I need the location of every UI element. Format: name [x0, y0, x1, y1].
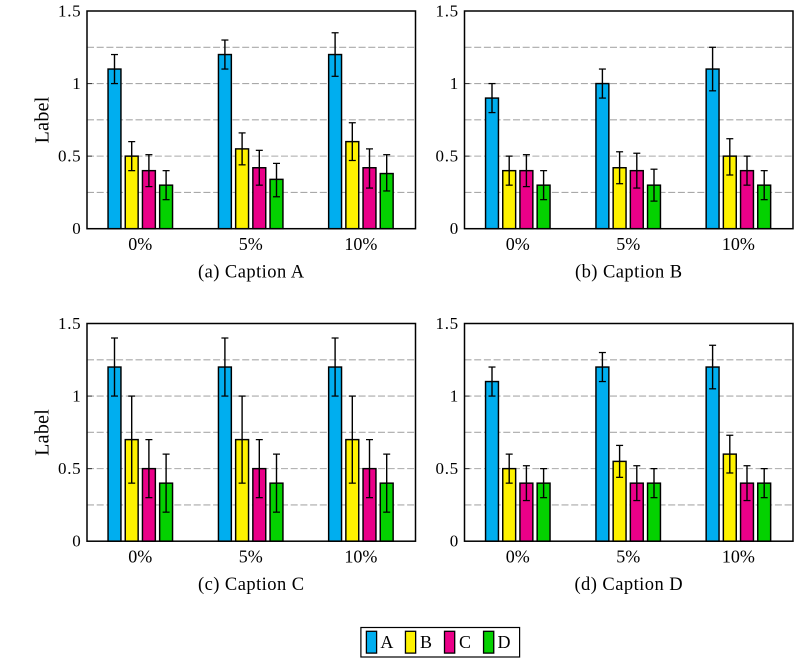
svg-text:0.5: 0.5 — [58, 459, 81, 478]
svg-text:10%: 10% — [722, 234, 755, 254]
svg-text:(d) Caption D: (d) Caption D — [574, 575, 683, 595]
svg-text:0: 0 — [72, 532, 81, 551]
svg-text:Label: Label — [31, 96, 53, 143]
svg-text:5%: 5% — [616, 547, 640, 567]
svg-text:10%: 10% — [344, 547, 377, 567]
svg-text:D: D — [498, 632, 511, 652]
svg-text:Label: Label — [31, 409, 53, 456]
svg-text:(b) Caption B: (b) Caption B — [575, 262, 683, 282]
svg-text:1.5: 1.5 — [436, 314, 459, 333]
svg-text:1.5: 1.5 — [58, 2, 81, 21]
svg-text:0.5: 0.5 — [436, 147, 459, 166]
svg-text:5%: 5% — [239, 234, 263, 254]
svg-text:1: 1 — [72, 387, 81, 406]
svg-text:0: 0 — [72, 219, 81, 238]
svg-text:1: 1 — [72, 74, 81, 93]
svg-text:10%: 10% — [344, 234, 377, 254]
svg-text:C: C — [459, 632, 471, 652]
svg-text:5%: 5% — [239, 547, 263, 567]
svg-text:0: 0 — [450, 219, 459, 238]
svg-text:0.5: 0.5 — [436, 459, 459, 478]
svg-text:5%: 5% — [616, 234, 640, 254]
svg-text:(a) Caption A: (a) Caption A — [198, 262, 305, 282]
svg-text:B: B — [420, 632, 432, 652]
svg-text:0.5: 0.5 — [58, 147, 81, 166]
svg-text:A: A — [380, 632, 393, 652]
svg-text:(c) Caption C: (c) Caption C — [198, 575, 305, 595]
svg-text:0%: 0% — [506, 547, 530, 567]
svg-text:0%: 0% — [128, 547, 152, 567]
svg-text:1: 1 — [450, 74, 459, 93]
svg-text:1.5: 1.5 — [58, 314, 81, 333]
svg-text:10%: 10% — [722, 547, 755, 567]
svg-text:0%: 0% — [128, 234, 152, 254]
svg-text:0: 0 — [450, 532, 459, 551]
svg-text:1.5: 1.5 — [436, 2, 459, 21]
svg-text:1: 1 — [450, 387, 459, 406]
svg-text:0%: 0% — [506, 234, 530, 254]
